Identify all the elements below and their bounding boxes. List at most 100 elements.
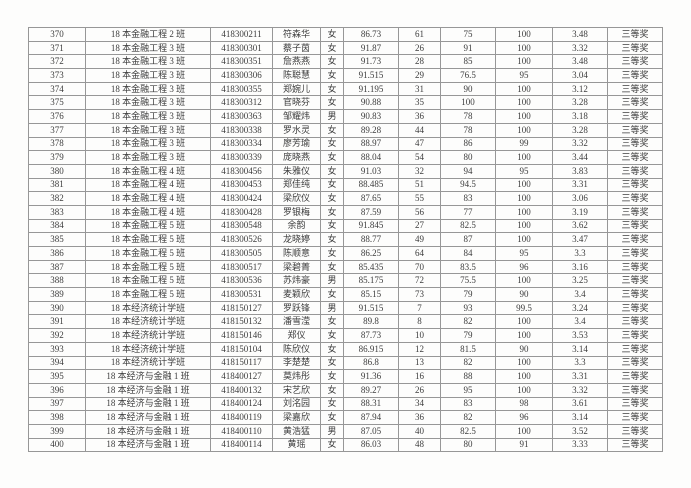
score4-cell: 100 [495, 122, 553, 138]
table-row: 379 18 本金融工程 3 班 418300339 庞晓燕女 88.04 54 80 100… [28, 150, 663, 165]
gpa-cell: 3.28 [552, 122, 608, 138]
gender-cell: 女 [320, 54, 344, 70]
rank-cell: 44 [398, 122, 441, 138]
score4-cell: 100 [495, 423, 553, 439]
name-cell: 朱雅仪 [272, 163, 321, 179]
gender-cell: 女 [320, 95, 344, 111]
score-cell: 89.8 [343, 314, 399, 330]
score-cell: 86.73 [343, 27, 399, 42]
score3-cell: 83 [440, 396, 496, 412]
table-row: 374 18 本金融工程 3 班 418300355 郑婉儿女 91.195 31 90 10… [28, 81, 663, 97]
name-cell: 梁碧菁 [272, 259, 321, 275]
rank-cell: 35 [398, 95, 441, 111]
student-id-cell: 418300306 [210, 68, 273, 83]
score3-cell: 82.5 [440, 218, 496, 234]
score3-cell: 83.5 [440, 259, 496, 275]
score-cell: 91.03 [343, 163, 399, 179]
class-cell: 18 本金融工程 3 班 [85, 54, 211, 70]
student-id-cell: 418300548 [210, 218, 273, 234]
rank-cell: 73 [398, 287, 441, 302]
gender-cell: 女 [320, 396, 344, 412]
gender-cell: 女 [320, 68, 344, 83]
gpa-cell: 3.32 [552, 382, 608, 398]
gpa-cell: 3.12 [552, 81, 608, 97]
score-cell: 88.77 [343, 232, 399, 247]
score-cell: 88.04 [343, 150, 399, 165]
class-cell: 18 本金融工程 2 班 [85, 27, 211, 42]
gender-cell: 女 [320, 328, 344, 343]
score3-cell: 79 [440, 287, 496, 302]
gender-cell: 女 [320, 191, 344, 206]
student-id-cell: 418150104 [210, 341, 273, 357]
rank-cell: 32 [398, 163, 441, 179]
rank-cell: 34 [398, 396, 441, 412]
score3-cell: 76.5 [440, 68, 496, 83]
award-cell: 三等奖 [607, 300, 663, 316]
rank-cell: 70 [398, 259, 441, 275]
class-cell: 18 本金融工程 3 班 [85, 122, 211, 138]
name-cell: 苏炜豪 [272, 273, 321, 289]
score-cell: 91.195 [343, 81, 399, 97]
student-id-cell: 418300505 [210, 246, 273, 261]
rank-cell: 8 [398, 314, 441, 330]
class-cell: 18 本经济统计学班 [85, 355, 211, 371]
table-row: 386 18 本金融工程 5 班 418300505 陈顺意女 86.25 64 84 95 3… [28, 246, 663, 261]
gpa-cell: 3.44 [552, 150, 608, 165]
row-number-cell: 390 [28, 300, 86, 316]
class-cell: 18 本金融工程 5 班 [85, 273, 211, 289]
score4-cell: 100 [495, 95, 553, 111]
row-number-cell: 387 [28, 259, 86, 275]
class-cell: 18 本金融工程 5 班 [85, 287, 211, 302]
rank-cell: 31 [398, 81, 441, 97]
name-cell: 廖芳瑜 [272, 136, 321, 152]
gender-cell: 女 [320, 204, 344, 220]
rank-cell: 26 [398, 40, 441, 56]
award-cell: 三等奖 [607, 273, 663, 289]
gpa-cell: 3.18 [552, 109, 608, 124]
student-id-cell: 418400127 [210, 369, 273, 384]
gender-cell: 女 [320, 177, 344, 193]
name-cell: 郑仪 [272, 328, 321, 343]
score-cell: 85.435 [343, 259, 399, 275]
rank-cell: 72 [398, 273, 441, 289]
score4-cell: 100 [495, 314, 553, 330]
award-cell: 三等奖 [607, 204, 663, 220]
award-cell: 三等奖 [607, 177, 663, 193]
score3-cell: 82 [440, 314, 496, 330]
score-cell: 85.15 [343, 287, 399, 302]
gender-cell: 女 [320, 136, 344, 152]
table-row: 387 18 本金融工程 5 班 418300517 梁碧菁女 85.435 70 83.5… [28, 259, 663, 275]
row-number-cell: 393 [28, 341, 86, 357]
score4-cell: 100 [495, 355, 553, 371]
class-cell: 18 本经济统计学班 [85, 300, 211, 316]
row-number-cell: 399 [28, 423, 86, 439]
score-cell: 90.83 [343, 109, 399, 124]
score3-cell: 80 [440, 437, 496, 453]
row-number-cell: 372 [28, 54, 86, 70]
class-cell: 18 本经济统计学班 [85, 341, 211, 357]
row-number-cell: 383 [28, 204, 86, 220]
student-id-cell: 418150127 [210, 300, 273, 316]
gpa-cell: 3.32 [552, 136, 608, 152]
gpa-cell: 3.47 [552, 232, 608, 247]
rank-cell: 55 [398, 191, 441, 206]
row-number-cell: 373 [28, 68, 86, 83]
name-cell: 陈顺意 [272, 246, 321, 261]
class-cell: 18 本金融工程 3 班 [85, 136, 211, 152]
row-number-cell: 371 [28, 40, 86, 56]
score3-cell: 91 [440, 40, 496, 56]
student-id-cell: 418300301 [210, 40, 273, 56]
rank-cell: 29 [398, 68, 441, 83]
row-number-cell: 376 [28, 109, 86, 124]
name-cell: 罗跃锋 [272, 300, 321, 316]
gpa-cell: 3.33 [552, 437, 608, 453]
score-cell: 86.03 [343, 437, 399, 453]
score-cell: 91.87 [343, 40, 399, 56]
gpa-cell: 3.3 [552, 355, 608, 371]
gender-cell: 女 [320, 232, 344, 247]
gender-cell: 男 [320, 109, 344, 124]
row-number-cell: 384 [28, 218, 86, 234]
score4-cell: 100 [495, 204, 553, 220]
rank-cell: 40 [398, 423, 441, 439]
award-cell: 三等奖 [607, 81, 663, 97]
